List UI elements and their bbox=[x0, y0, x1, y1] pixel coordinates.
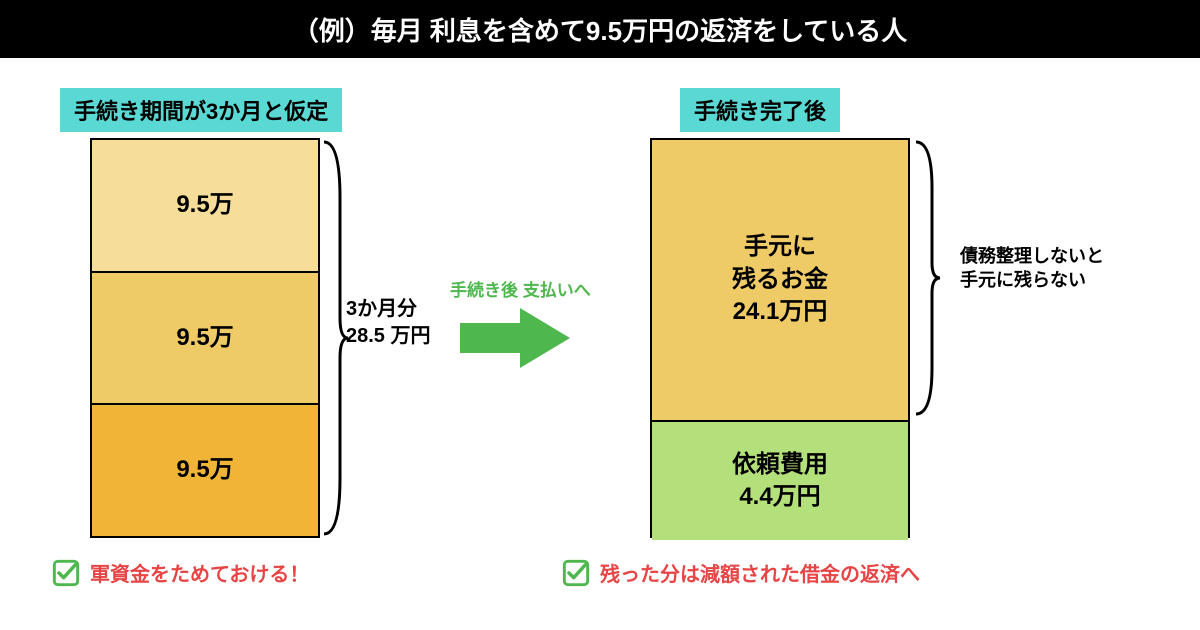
right-segment-1-label: 手元に 残るお金 24.1万円 bbox=[732, 231, 828, 328]
content-area: 手続き期間が3か月と仮定 9.5万 9.5万 9.5万 3か月分 28.5 万円… bbox=[0, 58, 1200, 630]
left-segment-1-label: 9.5万 bbox=[176, 189, 233, 221]
left-segment-2-label: 9.5万 bbox=[176, 322, 233, 354]
right-segment-2: 依頼費用 4.4万円 bbox=[652, 420, 908, 540]
right-sub-header-text: 手続き完了後 bbox=[694, 99, 826, 124]
left-side-bottom: 28.5 万円 bbox=[346, 323, 430, 350]
left-side-top: 3か月分 bbox=[346, 296, 430, 323]
left-segment-1: 9.5万 bbox=[92, 140, 318, 271]
right-side-label: 債務整理しないと 手元に残らない bbox=[960, 244, 1104, 293]
check-icon bbox=[562, 559, 590, 587]
left-sub-header: 手続き期間が3か月と仮定 bbox=[60, 88, 342, 132]
right-stack: 手元に 残るお金 24.1万円 依頼費用 4.4万円 bbox=[650, 138, 910, 538]
left-note-text: 軍資金をためておける！ bbox=[90, 558, 309, 587]
left-segment-3-label: 9.5万 bbox=[176, 454, 233, 486]
right-side-line1: 債務整理しないと bbox=[960, 244, 1104, 268]
right-segment-2-label: 依頼費用 4.4万円 bbox=[732, 449, 828, 514]
right-bracket-icon bbox=[912, 138, 942, 418]
right-note-text: 残った分は減額された借金の返済へ bbox=[600, 558, 920, 587]
right-segment-1: 手元に 残るお金 24.1万円 bbox=[652, 140, 908, 420]
left-side-label: 3か月分 28.5 万円 bbox=[346, 296, 430, 350]
right-side-line2: 手元に残らない bbox=[960, 268, 1104, 292]
left-segment-3: 9.5万 bbox=[92, 403, 318, 536]
right-note: 残った分は減額された借金の返済へ bbox=[562, 558, 920, 587]
left-segment-2: 9.5万 bbox=[92, 271, 318, 404]
right-sub-header: 手続き完了後 bbox=[680, 88, 840, 132]
page-header: （例）毎月 利息を含めて9.5万円の返済をしている人 bbox=[0, 0, 1200, 58]
arrow-label: 手続き後 支払いへ bbox=[450, 276, 591, 301]
left-note: 軍資金をためておける！ bbox=[52, 558, 309, 587]
left-stack: 9.5万 9.5万 9.5万 bbox=[90, 138, 320, 538]
left-sub-header-text: 手続き期間が3か月と仮定 bbox=[74, 99, 328, 124]
page-title: （例）毎月 利息を含めて9.5万円の返済をしている人 bbox=[293, 11, 908, 48]
arrow-icon bbox=[460, 308, 570, 368]
check-icon bbox=[52, 559, 80, 587]
